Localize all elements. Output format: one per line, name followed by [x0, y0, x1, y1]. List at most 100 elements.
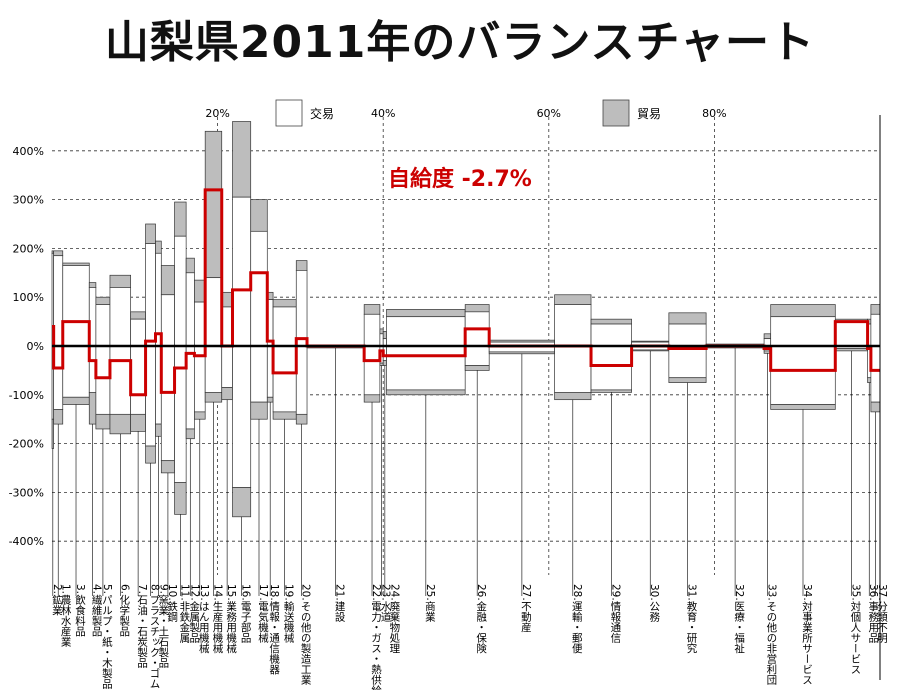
exchange-export-bar	[160, 294, 175, 347]
category-label: 8.プラスチック・ゴム	[149, 584, 161, 689]
y-tick-label: 0%	[27, 340, 44, 353]
exchange-export-bar	[668, 323, 707, 347]
exchange-import-bar	[160, 345, 175, 462]
trade-import-bar	[155, 423, 162, 437]
category-label: 17.電気機械	[257, 584, 269, 643]
category-label: 2.鉱業	[51, 584, 63, 616]
exchange-export-bar	[870, 313, 881, 347]
trade-import-bar	[232, 487, 252, 518]
trade-import-bar	[379, 362, 384, 366]
exchange-import-bar	[232, 345, 252, 488]
exchange-import-bar	[590, 345, 632, 391]
self-sufficiency-annotation: 自給度 -2.7%	[388, 166, 532, 192]
trade-import-bar	[204, 392, 223, 403]
trade-export-bar	[221, 291, 233, 308]
trade-import-bar	[160, 460, 175, 474]
trade-export-bar	[382, 331, 387, 340]
x-tick-label: 80%	[702, 107, 726, 120]
trade-import-bar	[668, 377, 707, 383]
exchange-import-bar	[770, 345, 836, 405]
category-label: 34.対事業所サービス	[801, 584, 813, 685]
exchange-export-bar	[194, 301, 206, 347]
category-label: 1.農林水産業	[60, 584, 72, 647]
trade-import-bar	[382, 360, 387, 366]
category-label: 28.運輸・郵便	[571, 584, 583, 654]
category-label: 9.窯業・土石製品	[157, 584, 169, 668]
exchange-export-bar	[554, 304, 592, 347]
category-label: 6.化学製品	[118, 584, 130, 637]
category-label: 19.輸送機械	[283, 584, 295, 643]
y-tick-label: 200%	[13, 242, 44, 255]
trade-export-bar	[109, 274, 132, 288]
x-tick-label: 60%	[537, 107, 561, 120]
category-label: 27.不動産	[520, 584, 532, 633]
category-label: 18.情報・通信機器	[268, 584, 280, 675]
exchange-export-bar	[363, 313, 381, 347]
category-label: 26.金融・保険	[475, 584, 487, 654]
category-label: 13.はん用機械	[198, 584, 210, 654]
exchange-export-bar	[232, 196, 252, 347]
trade-export-bar	[870, 304, 881, 315]
legend-swatch	[602, 99, 630, 127]
trade-export-bar	[379, 328, 384, 335]
trade-import-bar	[185, 428, 195, 440]
category-label: 31.教育・研究	[685, 584, 697, 653]
category-label: 23.水道	[380, 584, 392, 622]
trade-export-bar	[250, 199, 268, 232]
trade-export-bar	[554, 294, 592, 305]
category-label: 4.繊維製品	[91, 584, 103, 637]
category-label: 11.非鉄金属	[178, 584, 190, 643]
trade-export-bar	[386, 309, 466, 318]
exchange-export-bar	[379, 333, 384, 347]
trade-export-bar	[88, 282, 97, 288]
exchange-export-bar	[155, 252, 162, 347]
trade-import-bar	[95, 413, 111, 430]
y-tick-label: -300%	[9, 486, 44, 499]
exchange-import-bar	[62, 345, 90, 398]
x-tick-label: 40%	[371, 107, 395, 120]
exchange-import-bar	[464, 345, 490, 366]
exchange-import-bar	[95, 345, 111, 415]
exchange-import-bar	[386, 345, 466, 391]
trade-export-bar	[770, 304, 836, 318]
exchange-export-bar	[145, 243, 156, 347]
exchange-export-bar	[95, 304, 111, 347]
trade-export-bar	[62, 262, 90, 266]
trade-export-bar	[464, 304, 490, 313]
trade-export-bar	[590, 318, 632, 325]
legend-label: 貿易	[637, 107, 661, 121]
y-tick-label: -200%	[9, 438, 44, 451]
axis-layer: 400% 300% 200% 100% 0% -100% -200% -300% -400% 20…	[9, 107, 881, 680]
category-label: 12.金属製品	[188, 584, 200, 643]
category-label: 22.電力・ガス・熱供給	[370, 584, 382, 690]
trade-export-bar	[155, 240, 162, 254]
trade-import-bar	[386, 389, 466, 396]
y-tick-label: -400%	[9, 535, 44, 548]
y-tick-label: 100%	[13, 291, 44, 304]
trade-export-bar	[295, 260, 308, 271]
trade-export-bar	[145, 223, 156, 244]
y-tick-label: -100%	[9, 389, 44, 402]
trade-import-bar	[590, 389, 632, 393]
category-label: 14.生産用機械	[211, 584, 223, 654]
category-label: 20.その他の製造工業	[300, 584, 312, 685]
exchange-import-bar	[221, 345, 233, 388]
trade-import-bar	[464, 365, 490, 371]
trade-export-bar	[668, 312, 707, 325]
trade-export-bar	[363, 304, 381, 315]
self-sufficiency-line	[52, 188, 880, 397]
exchange-export-bar	[109, 287, 132, 347]
category-label: 15.業務用機械	[225, 584, 237, 654]
exchange-import-bar	[204, 345, 223, 393]
trade-import-bar	[867, 377, 872, 383]
category-label: 10.鉄鋼	[166, 584, 178, 622]
trade-import-bar	[109, 413, 132, 435]
trade-import-bar	[221, 387, 233, 401]
bars-layer	[51, 121, 881, 596]
exchange-export-bar	[185, 272, 195, 347]
self-sufficiency-line-layer	[52, 188, 880, 397]
trade-export-bar	[174, 201, 187, 237]
exchange-export-bar	[590, 323, 632, 347]
trade-export-bar	[204, 130, 223, 279]
